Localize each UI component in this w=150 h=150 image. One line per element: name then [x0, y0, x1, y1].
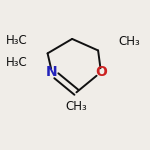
- Text: O: O: [95, 65, 107, 79]
- Text: CH₃: CH₃: [66, 100, 87, 112]
- Text: H₃C: H₃C: [6, 56, 27, 69]
- Text: CH₃: CH₃: [118, 35, 140, 48]
- Text: H₃C: H₃C: [6, 34, 27, 47]
- Text: N: N: [46, 65, 58, 79]
